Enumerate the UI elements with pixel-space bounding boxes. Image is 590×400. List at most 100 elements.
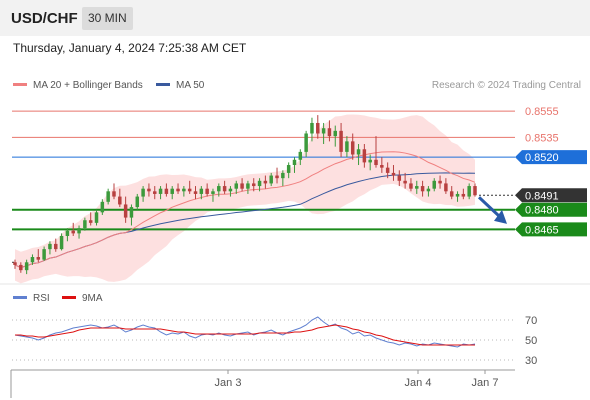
candle-body: [415, 186, 419, 189]
candle-body: [350, 141, 355, 155]
candle-body: [211, 191, 215, 194]
candle-body: [263, 180, 268, 184]
candle-body: [158, 188, 163, 194]
rsi-panel: 70 50 30: [0, 283, 590, 367]
candle-body: [391, 172, 396, 176]
current-label-box: [515, 188, 587, 203]
candle-body: [83, 220, 87, 229]
candle-body: [176, 188, 180, 192]
forecast-arrow-shaft: [477, 196, 503, 219]
resistance-label: 0.8555: [525, 106, 559, 118]
candle-body: [100, 201, 105, 213]
candle-body: [438, 180, 442, 184]
rsi-tick-label: 70: [525, 315, 537, 327]
candle-body: [170, 188, 174, 194]
candle-body: [281, 172, 285, 179]
candle-body: [409, 183, 413, 189]
x-tick-label: Jan 7: [472, 377, 499, 389]
level-labels: 0.8555 0.8535 0.8520 0.8491 0.8480 0.8465: [477, 106, 587, 237]
candle-body: [240, 183, 244, 189]
candle-body: [48, 243, 52, 250]
candle-body: [368, 159, 372, 163]
rsi-legend: RSI: [13, 293, 50, 304]
ma20-swatch: [13, 82, 27, 86]
ma20-legend: MA 20 + Bollinger Bands: [13, 80, 143, 91]
research-credit: Research © 2024 Trading Central: [431, 80, 581, 91]
candle-body: [286, 165, 291, 173]
candle-body: [30, 257, 35, 263]
candle-body: [385, 167, 390, 173]
candle-body: [59, 236, 64, 250]
candle-body: [234, 183, 239, 189]
rsi-tick-label: 30: [525, 355, 537, 367]
rsi-tick-label: 50: [525, 335, 537, 347]
rsi-ma-line: [15, 324, 475, 346]
ma20-legend-label: MA 20 + Bollinger Bands: [33, 80, 143, 91]
candle-body: [141, 188, 145, 197]
candle-body: [205, 188, 209, 194]
support-label: 0.8480: [525, 205, 559, 217]
candle-body: [199, 188, 204, 194]
symbol-title: USD/CHF: [11, 10, 78, 27]
candle-body: [316, 122, 320, 134]
candle-body: [333, 130, 337, 137]
candle-body: [356, 149, 361, 155]
candle-body: [380, 165, 384, 168]
candle-body: [473, 186, 477, 196]
candle-body: [304, 133, 308, 152]
candle-body: [275, 175, 279, 179]
pivot-label-box: [515, 150, 587, 165]
candle-body: [362, 149, 367, 163]
candle-body: [327, 128, 332, 137]
candle-body: [397, 175, 402, 181]
bollinger-band-area: [15, 114, 475, 284]
candle-body: [222, 186, 227, 192]
candle-body: [374, 159, 378, 166]
candle-body: [432, 180, 436, 189]
candle-body: [54, 243, 58, 250]
support-label-box: [515, 222, 587, 237]
candle-body: [36, 257, 41, 260]
x-axis: Jan 3 Jan 4 Jan 7: [10, 369, 515, 398]
rsi-ma-swatch: [62, 295, 76, 299]
candle-body: [449, 191, 454, 197]
top-bar: USD/CHF 30 MIN: [0, 0, 590, 36]
ma20-line: [14, 151, 476, 269]
rsi-line: [14, 316, 476, 348]
candle-body: [444, 183, 448, 192]
candle-body: [187, 188, 192, 192]
candles: [13, 115, 477, 275]
candle-body: [403, 180, 407, 184]
candle-body: [77, 228, 81, 234]
candle-body: [129, 207, 134, 218]
x-tick-label: Jan 3: [215, 377, 242, 389]
resistance-label: 0.8535: [525, 132, 559, 144]
candle-body: [345, 141, 349, 152]
candle-body: [88, 220, 93, 223]
chart-datetime: Thursday, January 4, 2024 7:25:38 AM CET: [13, 41, 247, 55]
candle-body: [455, 193, 460, 197]
candle-body: [321, 128, 326, 134]
candle-body: [71, 230, 75, 234]
rsi-ma-legend-label: 9MA: [82, 293, 103, 304]
ma50-swatch: [156, 82, 170, 86]
x-tick-label: Jan 4: [405, 377, 432, 389]
candle-body: [228, 188, 233, 192]
rsi-legend-label: RSI: [33, 293, 50, 304]
candle-body: [426, 188, 431, 192]
timeframe-button[interactable]: 30 MIN: [82, 7, 133, 30]
ma50-legend-label: MA 50: [176, 80, 205, 91]
candle-body: [153, 191, 157, 194]
rsi-swatch: [13, 295, 27, 299]
bollinger-bands: [15, 114, 475, 284]
support-label: 0.8465: [525, 224, 559, 236]
current-label: 0.8491: [525, 190, 559, 202]
candle-body: [112, 191, 116, 197]
candle-body: [246, 183, 250, 189]
candle-body: [147, 188, 151, 192]
ma50-legend: MA 50: [156, 80, 204, 91]
candle-body: [217, 186, 221, 192]
candle-body: [65, 230, 70, 236]
candle-body: [24, 262, 29, 271]
candle-body: [42, 249, 46, 260]
